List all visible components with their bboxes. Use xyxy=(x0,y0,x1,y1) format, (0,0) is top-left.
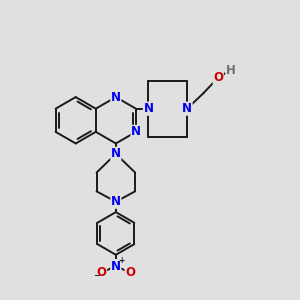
Text: H: H xyxy=(226,64,236,76)
Text: O: O xyxy=(125,266,135,279)
Text: −: − xyxy=(93,271,99,280)
Text: N: N xyxy=(111,260,121,273)
Text: N: N xyxy=(143,102,153,115)
Text: N: N xyxy=(111,91,121,103)
Text: N: N xyxy=(131,125,141,138)
Text: N: N xyxy=(111,195,121,208)
Text: N: N xyxy=(111,147,121,161)
Text: N: N xyxy=(182,102,192,115)
Text: O: O xyxy=(213,71,223,84)
Text: +: + xyxy=(118,256,124,265)
Text: O: O xyxy=(97,266,106,279)
